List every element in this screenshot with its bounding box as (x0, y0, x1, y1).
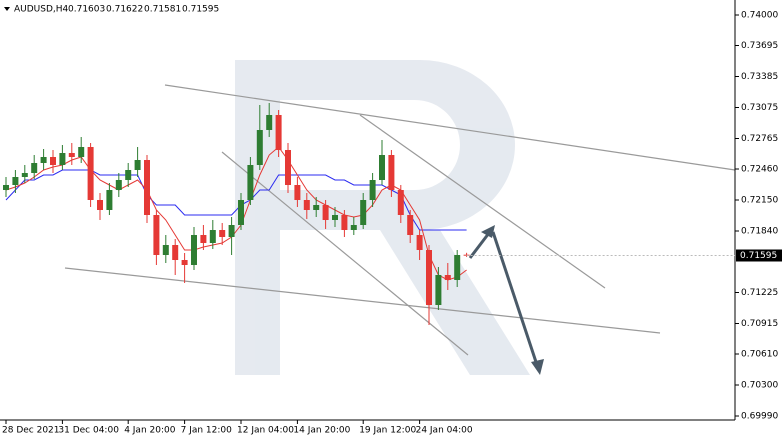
header-value: 0.71622 (106, 5, 143, 15)
y-tick-label: 0.70300 (741, 381, 778, 391)
x-tick-label: 19 Jan 12:00 (359, 426, 416, 436)
y-tick-label: 0.71840 (741, 227, 778, 237)
x-tick-label: 31 Dec 04:00 (58, 426, 119, 436)
y-tick-label: 0.73695 (741, 41, 778, 51)
candle-body (59, 153, 66, 165)
watermark (235, 60, 530, 375)
candle-body (416, 235, 423, 250)
candle-body (256, 130, 263, 165)
y-tick-label: 0.72765 (741, 134, 778, 144)
candle-body (50, 157, 56, 165)
header-value: 0.71581 (144, 5, 181, 15)
candle-body (454, 255, 461, 280)
candle-body (426, 250, 432, 305)
y-tick-label: 0.74000 (741, 11, 778, 21)
candle-body (144, 160, 150, 215)
candle-body (68, 153, 75, 157)
candle-body (134, 160, 141, 170)
candle-body (228, 225, 235, 237)
x-tick-label: 24 Jan 04:00 (416, 426, 473, 436)
candle-body (115, 180, 122, 190)
candle-body (275, 115, 282, 150)
y-tick-label: 0.73075 (741, 103, 778, 113)
header-value: 0.71603 (68, 5, 105, 15)
y-tick-label: 0.70610 (741, 350, 778, 360)
candle-body (407, 215, 414, 235)
y-tick-label: 0.72460 (741, 165, 778, 175)
plot (3, 103, 470, 325)
candle-body (172, 245, 179, 260)
x-tick-label: 7 Jan 12:00 (181, 426, 233, 436)
candle-body (360, 200, 367, 225)
last-price-label: 0.71595 (740, 251, 777, 261)
y-tick-label: 0.73385 (741, 72, 778, 82)
candle-body (285, 150, 291, 185)
x-tick-label: 12 Jan 04:00 (237, 426, 294, 436)
candle-body (266, 115, 273, 130)
last-price-box (736, 249, 782, 262)
candle-body (379, 155, 385, 180)
candle-body (209, 230, 216, 243)
candle-body (181, 260, 188, 265)
header-value: 0.71595 (182, 5, 219, 15)
candle-body (303, 200, 310, 210)
candle-body (397, 190, 404, 215)
candle-body (78, 147, 85, 157)
candle-body (125, 170, 132, 180)
candle-body (341, 215, 348, 230)
candle-body (444, 275, 451, 280)
y-tick-label: 0.71225 (741, 288, 778, 298)
candle-body (332, 215, 338, 220)
candle-body (3, 185, 9, 190)
y-tick-label: 0.69990 (741, 412, 778, 422)
candle-body (219, 230, 226, 237)
chart-title: AUDUSD,H4 (14, 5, 69, 15)
candle-body (12, 177, 19, 185)
candle-body (388, 155, 395, 190)
candle-body (435, 275, 442, 305)
candle-body (350, 225, 357, 230)
x-tick-label: 4 Jan 20:00 (124, 426, 176, 436)
header-icon (4, 7, 10, 11)
candle-body (87, 147, 94, 200)
y-tick-label: 0.70915 (741, 319, 778, 329)
y-tick-label: 0.72150 (741, 196, 778, 206)
candle-body (247, 165, 254, 200)
candle-body (21, 173, 28, 177)
candle-body (313, 205, 320, 210)
trend-lines (64, 84, 736, 356)
candle-body (369, 180, 376, 200)
candle-body (97, 200, 103, 210)
candle-body (40, 157, 47, 163)
candle-body (294, 185, 301, 200)
candle-body (322, 205, 329, 220)
candle-body (31, 163, 38, 173)
x-tick-label: 28 Dec 2021 (2, 426, 60, 436)
candle-body (153, 215, 160, 255)
forecast-arrows (468, 225, 544, 375)
candle-body (200, 235, 207, 243)
candle-body (106, 190, 113, 210)
candle-body (162, 245, 169, 255)
candle-body (191, 235, 197, 265)
candle-body (238, 200, 244, 225)
x-tick-label: 14 Jan 20:00 (293, 426, 350, 436)
